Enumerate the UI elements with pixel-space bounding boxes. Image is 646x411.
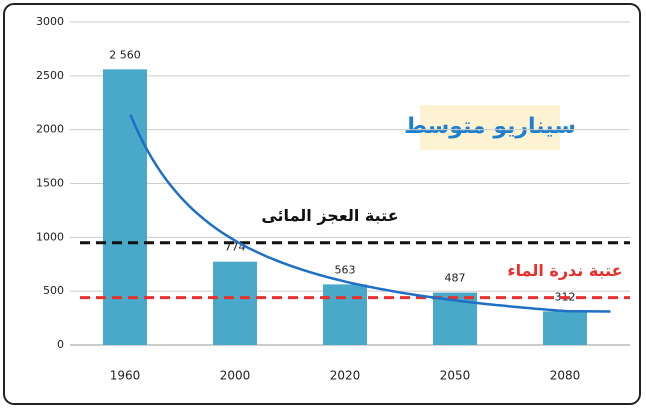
trend-line	[129, 114, 611, 313]
y-tick-label: 2000	[36, 123, 64, 136]
y-tick-label: 0	[57, 338, 64, 351]
x-tick-label: 2020	[330, 369, 361, 383]
y-tick-label: 3000	[36, 15, 64, 28]
x-tick-label: 1960	[110, 369, 141, 383]
bar	[213, 261, 257, 345]
x-tick-label: 2050	[440, 369, 471, 383]
y-tick-label: 500	[43, 284, 64, 297]
data-label: 2 560	[109, 48, 141, 61]
y-tick-label: 1500	[36, 177, 64, 190]
x-tick-label: 2080	[550, 369, 581, 383]
bar	[323, 284, 367, 345]
bar	[543, 311, 587, 345]
annotation-box	[420, 105, 560, 150]
y-tick-label: 2500	[36, 69, 64, 82]
annotation: سيناريو متوسط	[404, 114, 576, 139]
threshold-label: عتبة العجز المائى	[261, 206, 398, 225]
threshold-label: عتبة ندرة الماء	[507, 261, 622, 280]
y-tick-label: 1000	[36, 230, 64, 243]
data-label: 487	[445, 272, 466, 285]
data-label: 563	[335, 263, 356, 276]
bar	[103, 69, 147, 345]
x-tick-label: 2000	[220, 369, 251, 383]
